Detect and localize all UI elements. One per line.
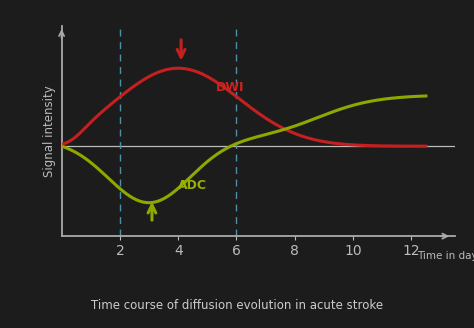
Y-axis label: Signal intensity: Signal intensity — [43, 85, 56, 177]
Text: ADC: ADC — [178, 179, 207, 193]
Text: Time course of diffusion evolution in acute stroke: Time course of diffusion evolution in ac… — [91, 298, 383, 312]
Text: Time in days: Time in days — [417, 251, 474, 261]
Text: DWI: DWI — [216, 81, 245, 94]
